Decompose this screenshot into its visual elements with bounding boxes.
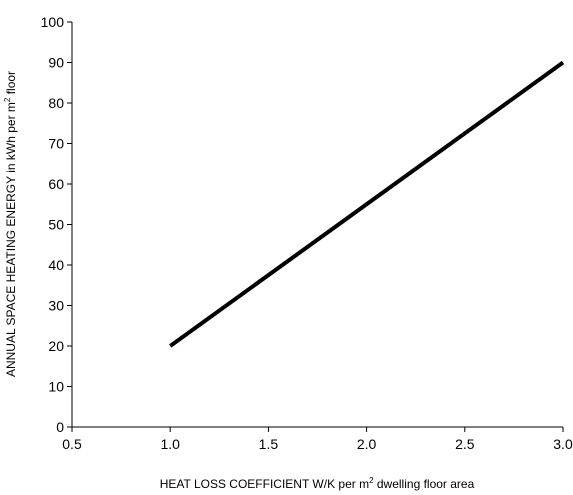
x-tick-label: 2.5 — [455, 436, 475, 452]
series-line — [169, 60, 565, 348]
y-tick-label: 70 — [48, 136, 64, 152]
y-tick-label: 80 — [48, 95, 64, 111]
y-axis-label: ANNUAL SPACE HEATING ENERGY in kWh per m… — [3, 71, 18, 377]
y-tick-label: 90 — [48, 55, 64, 71]
x-tick-label: 3.0 — [553, 436, 573, 452]
y-tick-label: 10 — [48, 379, 64, 395]
y-tick-label: 100 — [41, 14, 65, 30]
x-tick-label: 0.5 — [62, 436, 82, 452]
y-tick-label: 50 — [48, 217, 64, 233]
y-tick-label: 60 — [48, 176, 64, 192]
y-tick-label: 30 — [48, 298, 64, 314]
y-tick-label: 20 — [48, 338, 64, 354]
y-tick-label: 0 — [56, 419, 64, 435]
x-axis-label: HEAT LOSS COEFFICIENT W/K per m2 dwellin… — [160, 476, 475, 491]
x-tick-label: 1.0 — [160, 436, 180, 452]
x-tick-label: 2.0 — [357, 436, 377, 452]
x-tick-label: 1.5 — [259, 436, 279, 452]
y-tick-label: 40 — [48, 257, 64, 273]
